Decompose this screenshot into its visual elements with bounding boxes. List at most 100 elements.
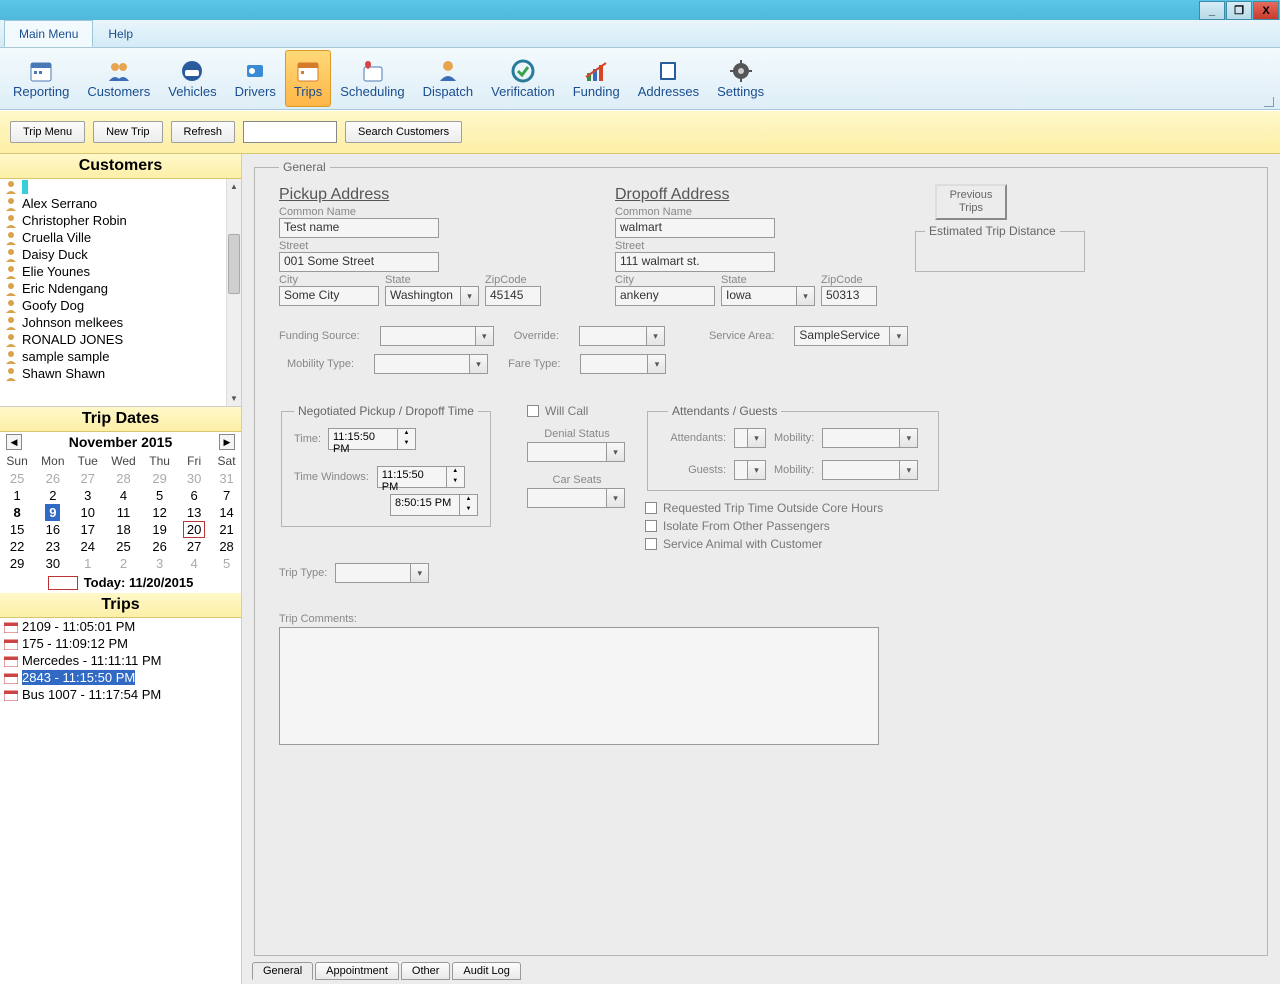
customers-list[interactable]: Alex SerranoChristopher RobinCruella Vil…	[0, 179, 241, 407]
isolate-checkbox[interactable]: Isolate From Other Passengers	[645, 519, 941, 533]
calendar-day[interactable]: 11	[104, 504, 143, 521]
list-item[interactable]: Cruella Ville	[0, 229, 226, 246]
dropoff-zip-field[interactable]: 50313	[821, 286, 877, 306]
list-item[interactable]: Alex Serrano	[0, 195, 226, 212]
calendar-day[interactable]: 9	[34, 504, 71, 521]
calendar-day[interactable]: 13	[176, 504, 212, 521]
calendar-day[interactable]: 4	[104, 487, 143, 504]
will-call-checkbox[interactable]: Will Call	[527, 404, 627, 418]
calendar-day[interactable]: 6	[176, 487, 212, 504]
trip-item[interactable]: 175 - 11:09:12 PM	[0, 635, 241, 652]
guests-combo[interactable]	[734, 460, 766, 480]
pickup-state-combo[interactable]: Washington	[385, 286, 479, 306]
calendar-day[interactable]: 21	[212, 521, 241, 538]
trip-item[interactable]: 2843 - 11:15:50 PM	[0, 669, 241, 686]
minimize-button[interactable]: _	[1199, 1, 1225, 20]
calendar-day[interactable]: 4	[176, 555, 212, 572]
time-window-1-field[interactable]: 11:15:50 PM▲▼	[377, 466, 465, 488]
list-item[interactable]: Shawn Shawn	[0, 365, 226, 382]
service-animal-checkbox[interactable]: Service Animal with Customer	[645, 537, 941, 551]
calendar-day[interactable]: 30	[34, 555, 71, 572]
denial-combo[interactable]	[527, 442, 625, 462]
today-row[interactable]: Today: 11/20/2015	[0, 572, 241, 593]
trip-item[interactable]: Bus 1007 - 11:17:54 PM	[0, 686, 241, 703]
dropoff-state-combo[interactable]: Iowa	[721, 286, 815, 306]
scroll-up-icon[interactable]: ▲	[227, 179, 241, 194]
list-item[interactable]: Elie Younes	[0, 263, 226, 280]
calendar-day[interactable]: 26	[143, 538, 176, 555]
calendar-day[interactable]: 26	[34, 470, 71, 487]
list-item[interactable]: Eric Ndengang	[0, 280, 226, 297]
pickup-street-field[interactable]: 001 Some Street	[279, 252, 439, 272]
time-window-2-field[interactable]: 8:50:15 PM▲▼	[390, 494, 478, 516]
time-field[interactable]: 11:15:50 PM▲▼	[328, 428, 416, 450]
trips-list[interactable]: 2109 - 11:05:01 PM175 - 11:09:12 PMMerce…	[0, 618, 241, 984]
calendar-day[interactable]: 10	[72, 504, 104, 521]
search-customers-button[interactable]: Search Customers	[345, 121, 462, 143]
addresses-button[interactable]: Addresses	[629, 50, 708, 107]
prev-month-button[interactable]: ◀	[6, 434, 22, 450]
maximize-button[interactable]: ❐	[1226, 1, 1252, 20]
calendar-day[interactable]: 3	[72, 487, 104, 504]
tab-general[interactable]: General	[252, 962, 313, 980]
scheduling-button[interactable]: Scheduling	[331, 50, 413, 107]
pickup-city-field[interactable]: Some City	[279, 286, 379, 306]
pickup-zip-field[interactable]: 45145	[485, 286, 541, 306]
settings-button[interactable]: Settings	[708, 50, 773, 107]
calendar-day[interactable]: 17	[72, 521, 104, 538]
calendar-day[interactable]: 5	[212, 555, 241, 572]
trip-menu-button[interactable]: Trip Menu	[10, 121, 85, 143]
calendar-day[interactable]: 29	[143, 470, 176, 487]
calendar-day[interactable]: 7	[212, 487, 241, 504]
verification-button[interactable]: Verification	[482, 50, 564, 107]
trips-button[interactable]: Trips	[285, 50, 331, 107]
att-mobility-1-combo[interactable]	[822, 428, 918, 448]
search-input[interactable]	[243, 121, 337, 143]
calendar-day[interactable]: 28	[212, 538, 241, 555]
calendar-day[interactable]: 28	[104, 470, 143, 487]
dropoff-city-field[interactable]: ankeny	[615, 286, 715, 306]
calendar-day[interactable]: 14	[212, 504, 241, 521]
calendar-day[interactable]: 8	[0, 504, 34, 521]
list-item[interactable]: Goofy Dog	[0, 297, 226, 314]
list-item[interactable]: Daisy Duck	[0, 246, 226, 263]
calendar-day[interactable]: 2	[34, 487, 71, 504]
att-mobility-2-combo[interactable]	[822, 460, 918, 480]
calendar-day[interactable]: 18	[104, 521, 143, 538]
calendar-day[interactable]: 15	[0, 521, 34, 538]
main-menu-tab[interactable]: Main Menu	[4, 20, 93, 47]
ribbon-expand-icon[interactable]	[1264, 97, 1274, 107]
calendar-day[interactable]: 27	[176, 538, 212, 555]
previous-trips-button[interactable]: Previous Trips	[935, 184, 1007, 220]
mobility-combo[interactable]	[374, 354, 488, 374]
funding-button[interactable]: Funding	[564, 50, 629, 107]
list-item[interactable]: sample sample	[0, 348, 226, 365]
reporting-button[interactable]: Reporting	[4, 50, 78, 107]
help-menu-tab[interactable]: Help	[93, 20, 148, 47]
attendants-combo[interactable]	[734, 428, 766, 448]
fare-combo[interactable]	[580, 354, 666, 374]
trip-comments-field[interactable]	[279, 627, 879, 745]
calendar-day[interactable]: 24	[72, 538, 104, 555]
dispatch-button[interactable]: Dispatch	[414, 50, 483, 107]
tab-other[interactable]: Other	[401, 962, 451, 980]
dropoff-common-field[interactable]: walmart	[615, 218, 775, 238]
calendar-day[interactable]: 16	[34, 521, 71, 538]
list-item[interactable]: Christopher Robin	[0, 212, 226, 229]
calendar-day[interactable]: 1	[0, 487, 34, 504]
tab-appointment[interactable]: Appointment	[315, 962, 399, 980]
trip-item[interactable]: 2109 - 11:05:01 PM	[0, 618, 241, 635]
calendar-day[interactable]: 22	[0, 538, 34, 555]
calendar-day[interactable]: 12	[143, 504, 176, 521]
new-trip-button[interactable]: New Trip	[93, 121, 162, 143]
trip-item[interactable]: Mercedes - 11:11:11 PM	[0, 652, 241, 669]
carseats-combo[interactable]	[527, 488, 625, 508]
list-item[interactable]: Johnson melkees	[0, 314, 226, 331]
calendar-day[interactable]: 25	[104, 538, 143, 555]
calendar[interactable]: ◀ November 2015 ▶ SunMonTueWedThuFriSat2…	[0, 432, 241, 593]
list-item[interactable]	[0, 179, 226, 195]
next-month-button[interactable]: ▶	[219, 434, 235, 450]
customers-button[interactable]: Customers	[78, 50, 159, 107]
vehicles-button[interactable]: Vehicles	[159, 50, 225, 107]
refresh-button[interactable]: Refresh	[171, 121, 236, 143]
